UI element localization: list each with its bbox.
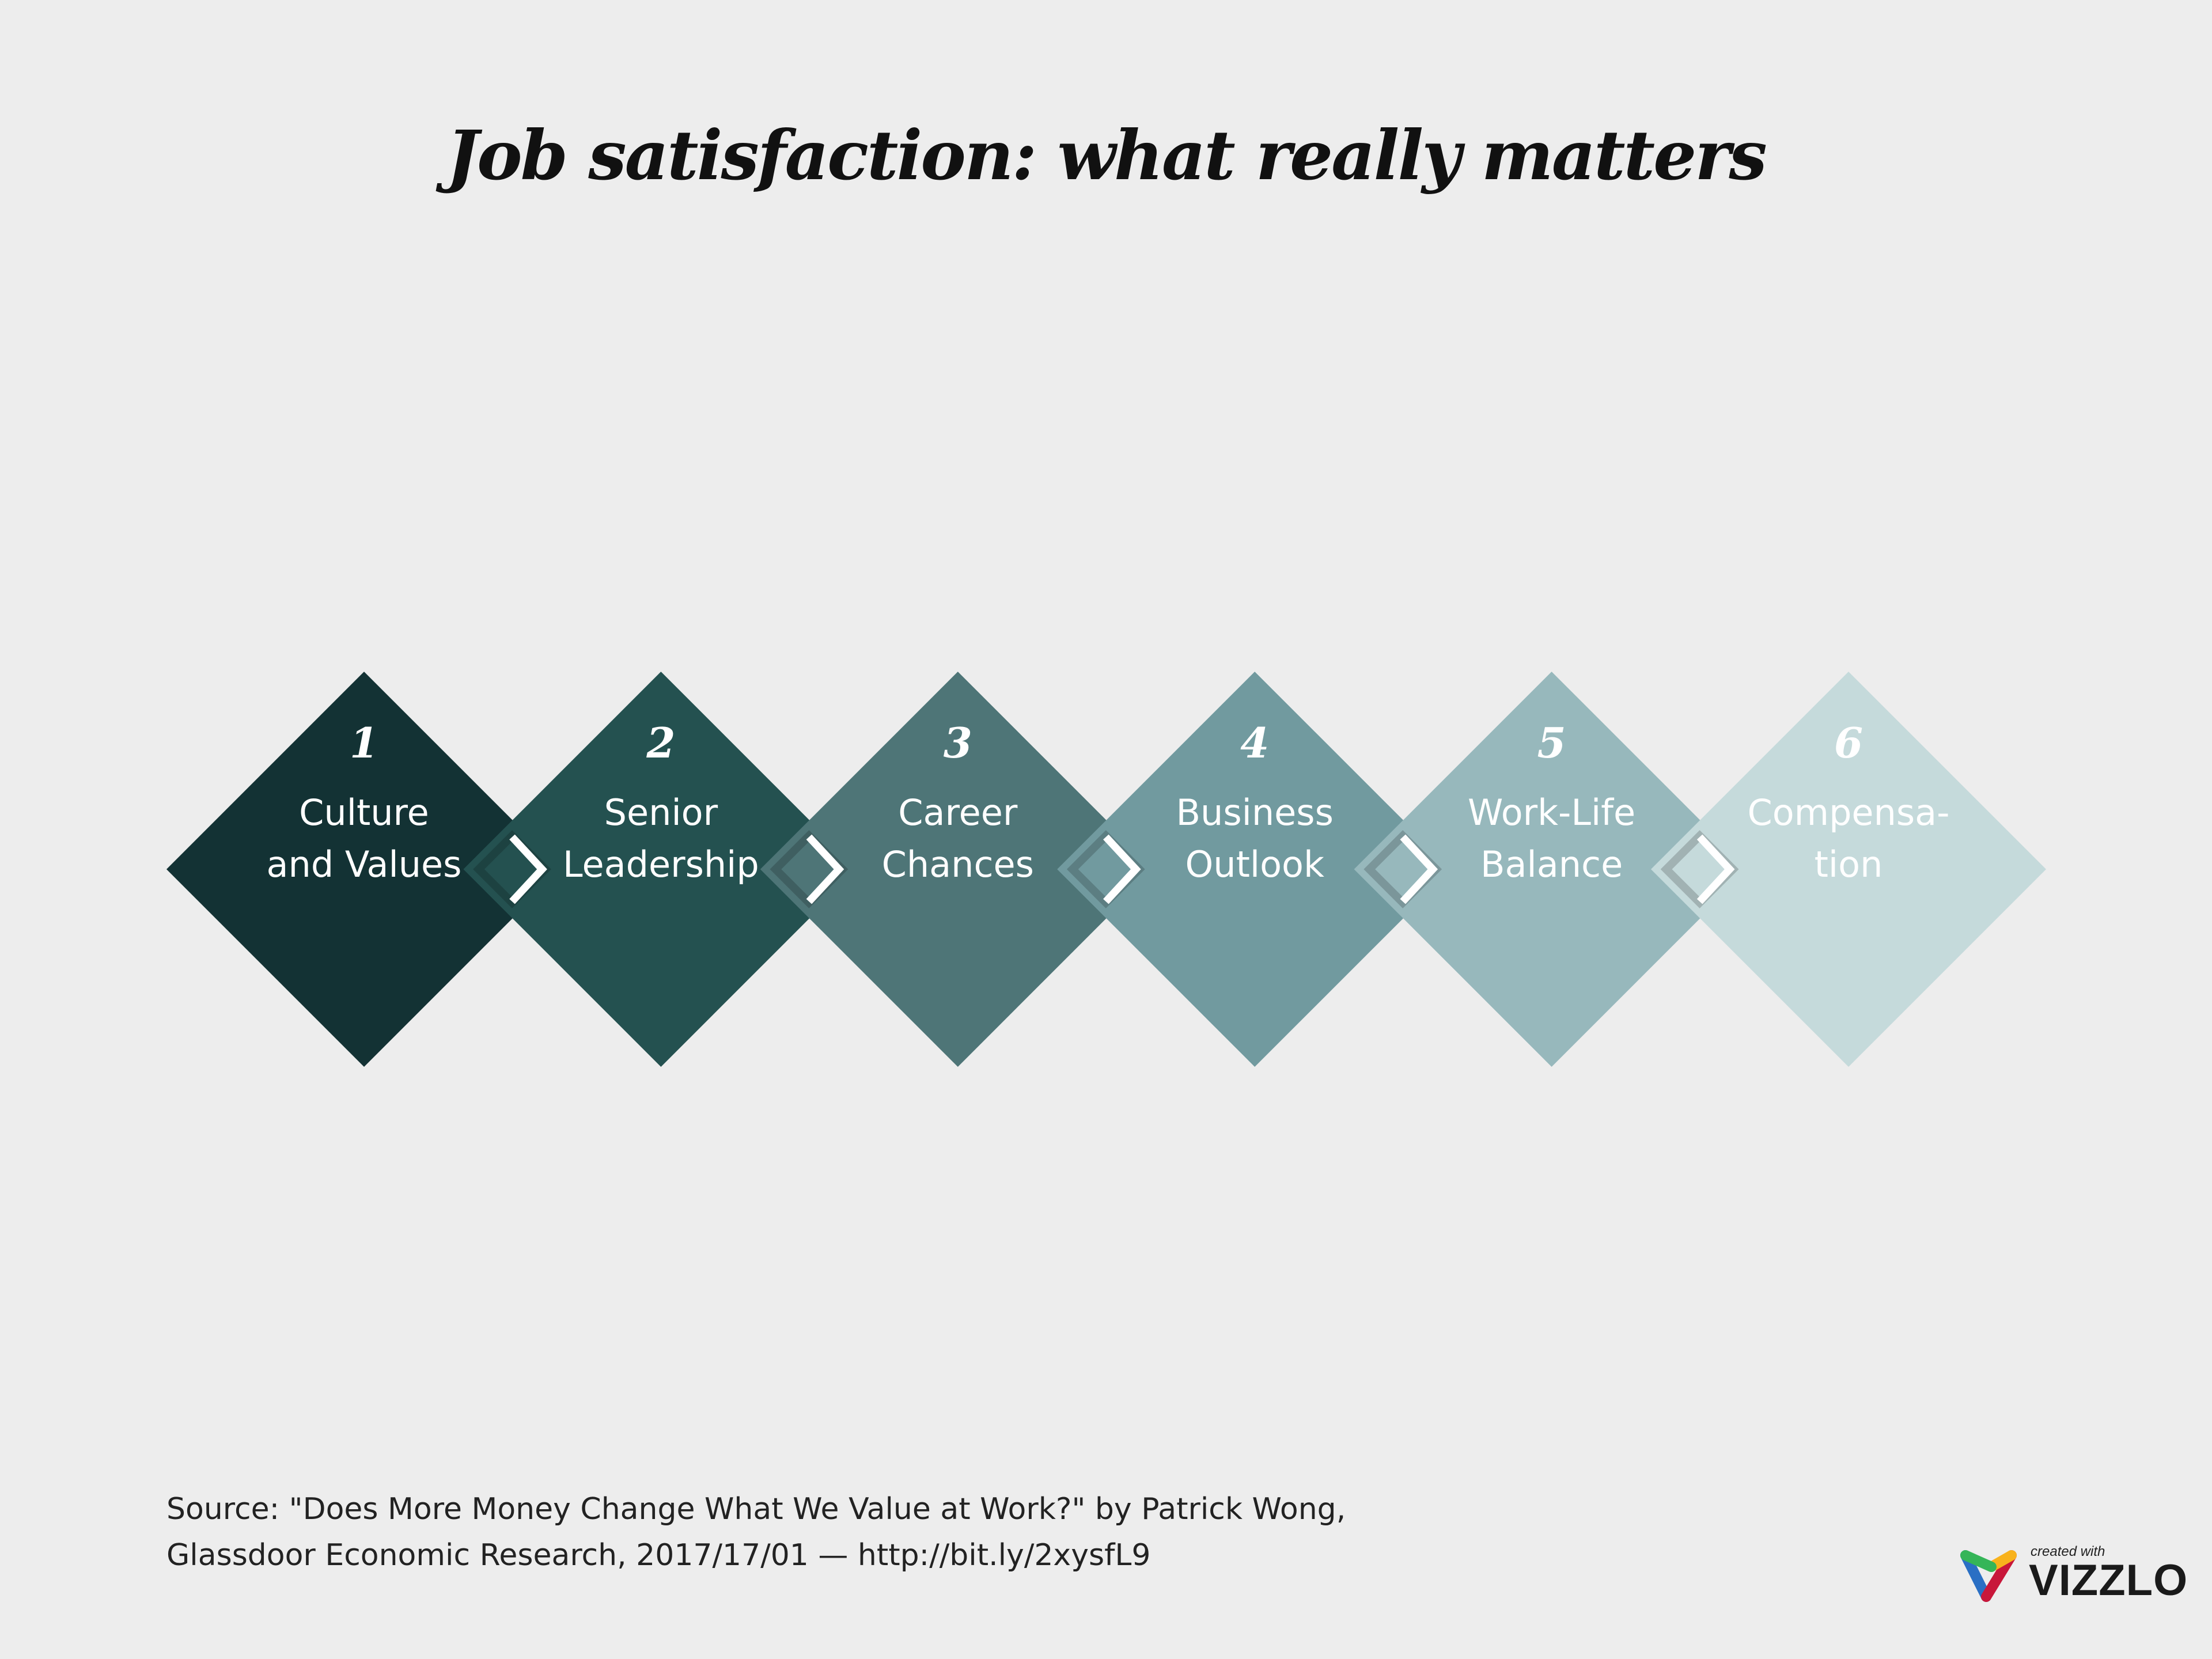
- step-6: 6 Compensa- tion: [1699, 718, 1998, 891]
- step-number: 4: [1240, 718, 1270, 767]
- page-title: Job satisfaction: what really matters: [446, 115, 1767, 195]
- step-label-line-1: Senior: [604, 791, 718, 834]
- chevron-right-icon: [806, 834, 844, 904]
- step-label-line-2: Outlook: [1185, 843, 1324, 885]
- step-label-line-1: Work-Life: [1468, 791, 1636, 834]
- step-number: 6: [1834, 718, 1863, 767]
- source-line-2: Glassdoor Economic Research, 2017/17/01 …: [166, 1538, 1151, 1573]
- chevron-right-icon: [1400, 834, 1438, 904]
- logo-brand: VIZZLO: [2029, 1556, 2188, 1605]
- step-diamond: [166, 672, 562, 1067]
- step-label-line-2: Chances: [881, 843, 1034, 885]
- step-number: 2: [646, 718, 676, 767]
- step-diamond: [1354, 672, 1749, 1067]
- step-number: 1: [349, 718, 379, 767]
- step-5: 5 Work-Life Balance: [1402, 718, 1702, 891]
- step-label-line-2: and Values: [266, 843, 462, 885]
- step-number: 3: [943, 718, 972, 767]
- vizzlo-logo-icon: [1960, 1550, 2017, 1602]
- step-number: 5: [1537, 718, 1566, 767]
- step-label-line-2: Leadership: [563, 843, 759, 885]
- chevron-right-icon: [1696, 834, 1735, 904]
- step-label-line-1: Compensa-: [1747, 791, 1950, 834]
- chevron-right-icon: [1103, 834, 1141, 904]
- step-diamond: [760, 672, 1156, 1067]
- step-diamond: [1057, 672, 1453, 1067]
- chevron-right-icon: [509, 834, 547, 904]
- step-2: 2 Senior Leadership: [511, 718, 810, 891]
- step-4: 4 Business Outlook: [1105, 718, 1404, 891]
- step-3: 3 Career Chances: [808, 718, 1108, 891]
- step-diamond: [1651, 672, 2046, 1067]
- step-label-line-1: Business: [1176, 791, 1334, 834]
- step-label-line-1: Career: [898, 791, 1018, 834]
- step-diamond: [463, 672, 859, 1067]
- source-line-1: Source: "Does More Money Change What We …: [166, 1492, 1346, 1527]
- vizzlo-logo[interactable]: created with VIZZLO: [1959, 1544, 2200, 1607]
- step-label-line-2: tion: [1814, 843, 1883, 885]
- logo-caption: created with: [2031, 1544, 2105, 1559]
- step-label-line-1: Culture: [299, 791, 429, 834]
- step-label-line-2: Balance: [1480, 843, 1623, 885]
- source-note: Source: "Does More Money Change What We …: [166, 1486, 1346, 1578]
- step-1: 1 Culture and Values: [214, 718, 514, 891]
